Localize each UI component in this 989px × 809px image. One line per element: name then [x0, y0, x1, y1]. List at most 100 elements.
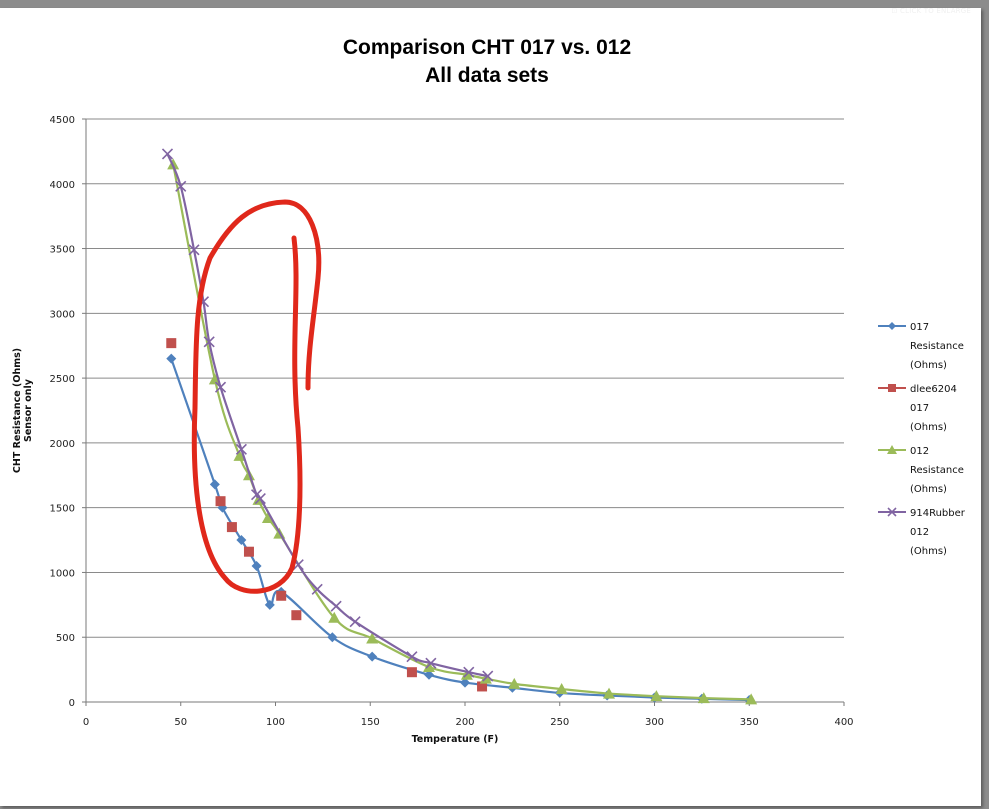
data-point-square	[291, 610, 302, 621]
chart-title: Comparison CHT 017 vs. 012	[343, 36, 631, 59]
data-point-triangle	[328, 611, 341, 623]
y-tick-label: 2000	[50, 439, 75, 450]
legend-item: dlee6204 017 (Ohms)	[878, 384, 957, 433]
series-4	[161, 148, 494, 682]
data-point-x	[482, 670, 494, 682]
axes	[82, 118, 845, 706]
data-point-x	[214, 381, 227, 393]
data-point-square	[276, 590, 287, 601]
data-point-diamond	[264, 599, 275, 610]
data-point-triangle	[422, 661, 435, 673]
click-to-enlarge-link[interactable]: ⊡ CLICK TO ENLARGE	[891, 7, 971, 15]
data-point-triangle	[555, 683, 568, 695]
legend-label: Resistance	[910, 465, 964, 476]
data-point-square	[243, 546, 254, 557]
chart-frame: ⊡ CLICK TO ENLARGE 0 500 1000 1500 2000 2500 3…	[0, 7, 981, 806]
data-point-diamond	[888, 322, 896, 330]
series-line	[166, 153, 488, 678]
data-point-triangle	[366, 632, 379, 644]
x-tick-label: 400	[834, 717, 853, 728]
legend-label: (Ohms)	[910, 360, 947, 371]
y-tick-label: 2500	[50, 374, 75, 385]
x-tick-label: 250	[550, 717, 569, 728]
y-tick-label: 3500	[50, 245, 75, 256]
legend-label: 017	[910, 322, 929, 333]
data-point-x	[463, 666, 475, 678]
legend-label: (Ohms)	[910, 484, 947, 495]
chart: 0 500 1000 1500 2000 2500 3000 3500 4000 4500 0 50…	[12, 36, 966, 745]
series-line	[172, 164, 752, 701]
x-tick-label: 150	[361, 717, 380, 728]
legend-item: 017 Resistance (Ohms)	[878, 322, 964, 371]
data-point-x	[161, 148, 174, 160]
data-point-square	[166, 338, 177, 349]
data-point-triangle	[887, 445, 897, 454]
legend-item: 914Rubber 012 (Ohms)	[878, 507, 966, 557]
data-point-triangle	[745, 693, 758, 705]
y-tick-label: 1500	[50, 504, 75, 515]
data-point-x	[203, 336, 215, 348]
series-2	[166, 338, 488, 692]
data-point-diamond	[367, 651, 378, 662]
data-point-x	[254, 493, 266, 505]
y-tick-label: 4000	[50, 180, 75, 191]
data-point-diamond	[166, 353, 177, 364]
data-point-square	[888, 384, 896, 392]
x-tick-label: 0	[83, 717, 89, 728]
data-point-x	[425, 657, 437, 669]
legend-item: 012 Resistance (Ohms)	[878, 445, 964, 495]
x-tick-label: 100	[266, 717, 285, 728]
data-point-x	[311, 583, 323, 595]
legend-label: 012	[910, 446, 929, 457]
data-point-diamond	[423, 669, 434, 680]
x-axis-label: Temperature (F)	[412, 734, 499, 745]
legend-label: 017	[910, 403, 929, 414]
chart-subtitle: All data sets	[425, 64, 549, 87]
data-point-square	[477, 681, 488, 692]
data-point-triangle	[697, 692, 710, 704]
y-axis-label-line: CHT Resistance (Ohms)	[12, 348, 23, 473]
y-axis-label-line: Sensor only	[23, 378, 34, 442]
data-point-square	[226, 522, 237, 533]
x-tick-labels: 0 50 100 150 200 250 300 350 400	[83, 717, 854, 728]
series-1	[166, 353, 755, 706]
data-point-diamond	[251, 560, 262, 571]
legend-label: (Ohms)	[910, 546, 947, 557]
x-tick-label: 200	[455, 717, 474, 728]
y-axis-label: CHT Resistance (Ohms)Sensor only	[12, 348, 34, 473]
x-tick-label: 50	[174, 717, 187, 728]
y-tick-labels: 0 500 1000 1500 2000 2500 3000 3500 4000 4500	[50, 115, 75, 709]
y-tick-label: 1000	[50, 568, 75, 579]
legend-label: 914Rubber	[910, 508, 966, 519]
data-point-x	[406, 651, 418, 663]
legend-label: (Ohms)	[910, 422, 947, 433]
y-tick-label: 500	[56, 633, 75, 644]
data-point-x	[188, 244, 200, 256]
data-point-x	[175, 180, 187, 192]
legend-label: 012	[910, 527, 929, 538]
data-point-x	[349, 616, 361, 628]
series-3	[167, 158, 758, 705]
x-tick-label: 300	[645, 717, 664, 728]
legend-label: Resistance	[910, 341, 964, 352]
data-point-x	[887, 507, 897, 517]
data-point-triangle	[650, 690, 663, 702]
data-point-diamond	[327, 632, 338, 643]
gridlines	[86, 118, 844, 638]
x-tick-label: 350	[740, 717, 759, 728]
data-point-diamond	[209, 479, 220, 490]
data-point-x	[235, 443, 247, 455]
data-point-square	[406, 667, 417, 678]
y-tick-label: 4500	[50, 115, 75, 126]
series-line	[170, 358, 750, 702]
data-point-x	[330, 600, 342, 612]
data-point-triangle	[233, 449, 246, 461]
y-tick-label: 0	[69, 698, 75, 709]
data-point-square	[215, 496, 226, 507]
data-point-diamond	[460, 677, 470, 688]
data-point-triangle	[508, 677, 521, 689]
red-annotation-circle	[191, 199, 322, 594]
y-tick-label: 3000	[50, 309, 75, 320]
data-point-diamond	[236, 535, 247, 546]
legend-label: dlee6204	[910, 384, 957, 395]
